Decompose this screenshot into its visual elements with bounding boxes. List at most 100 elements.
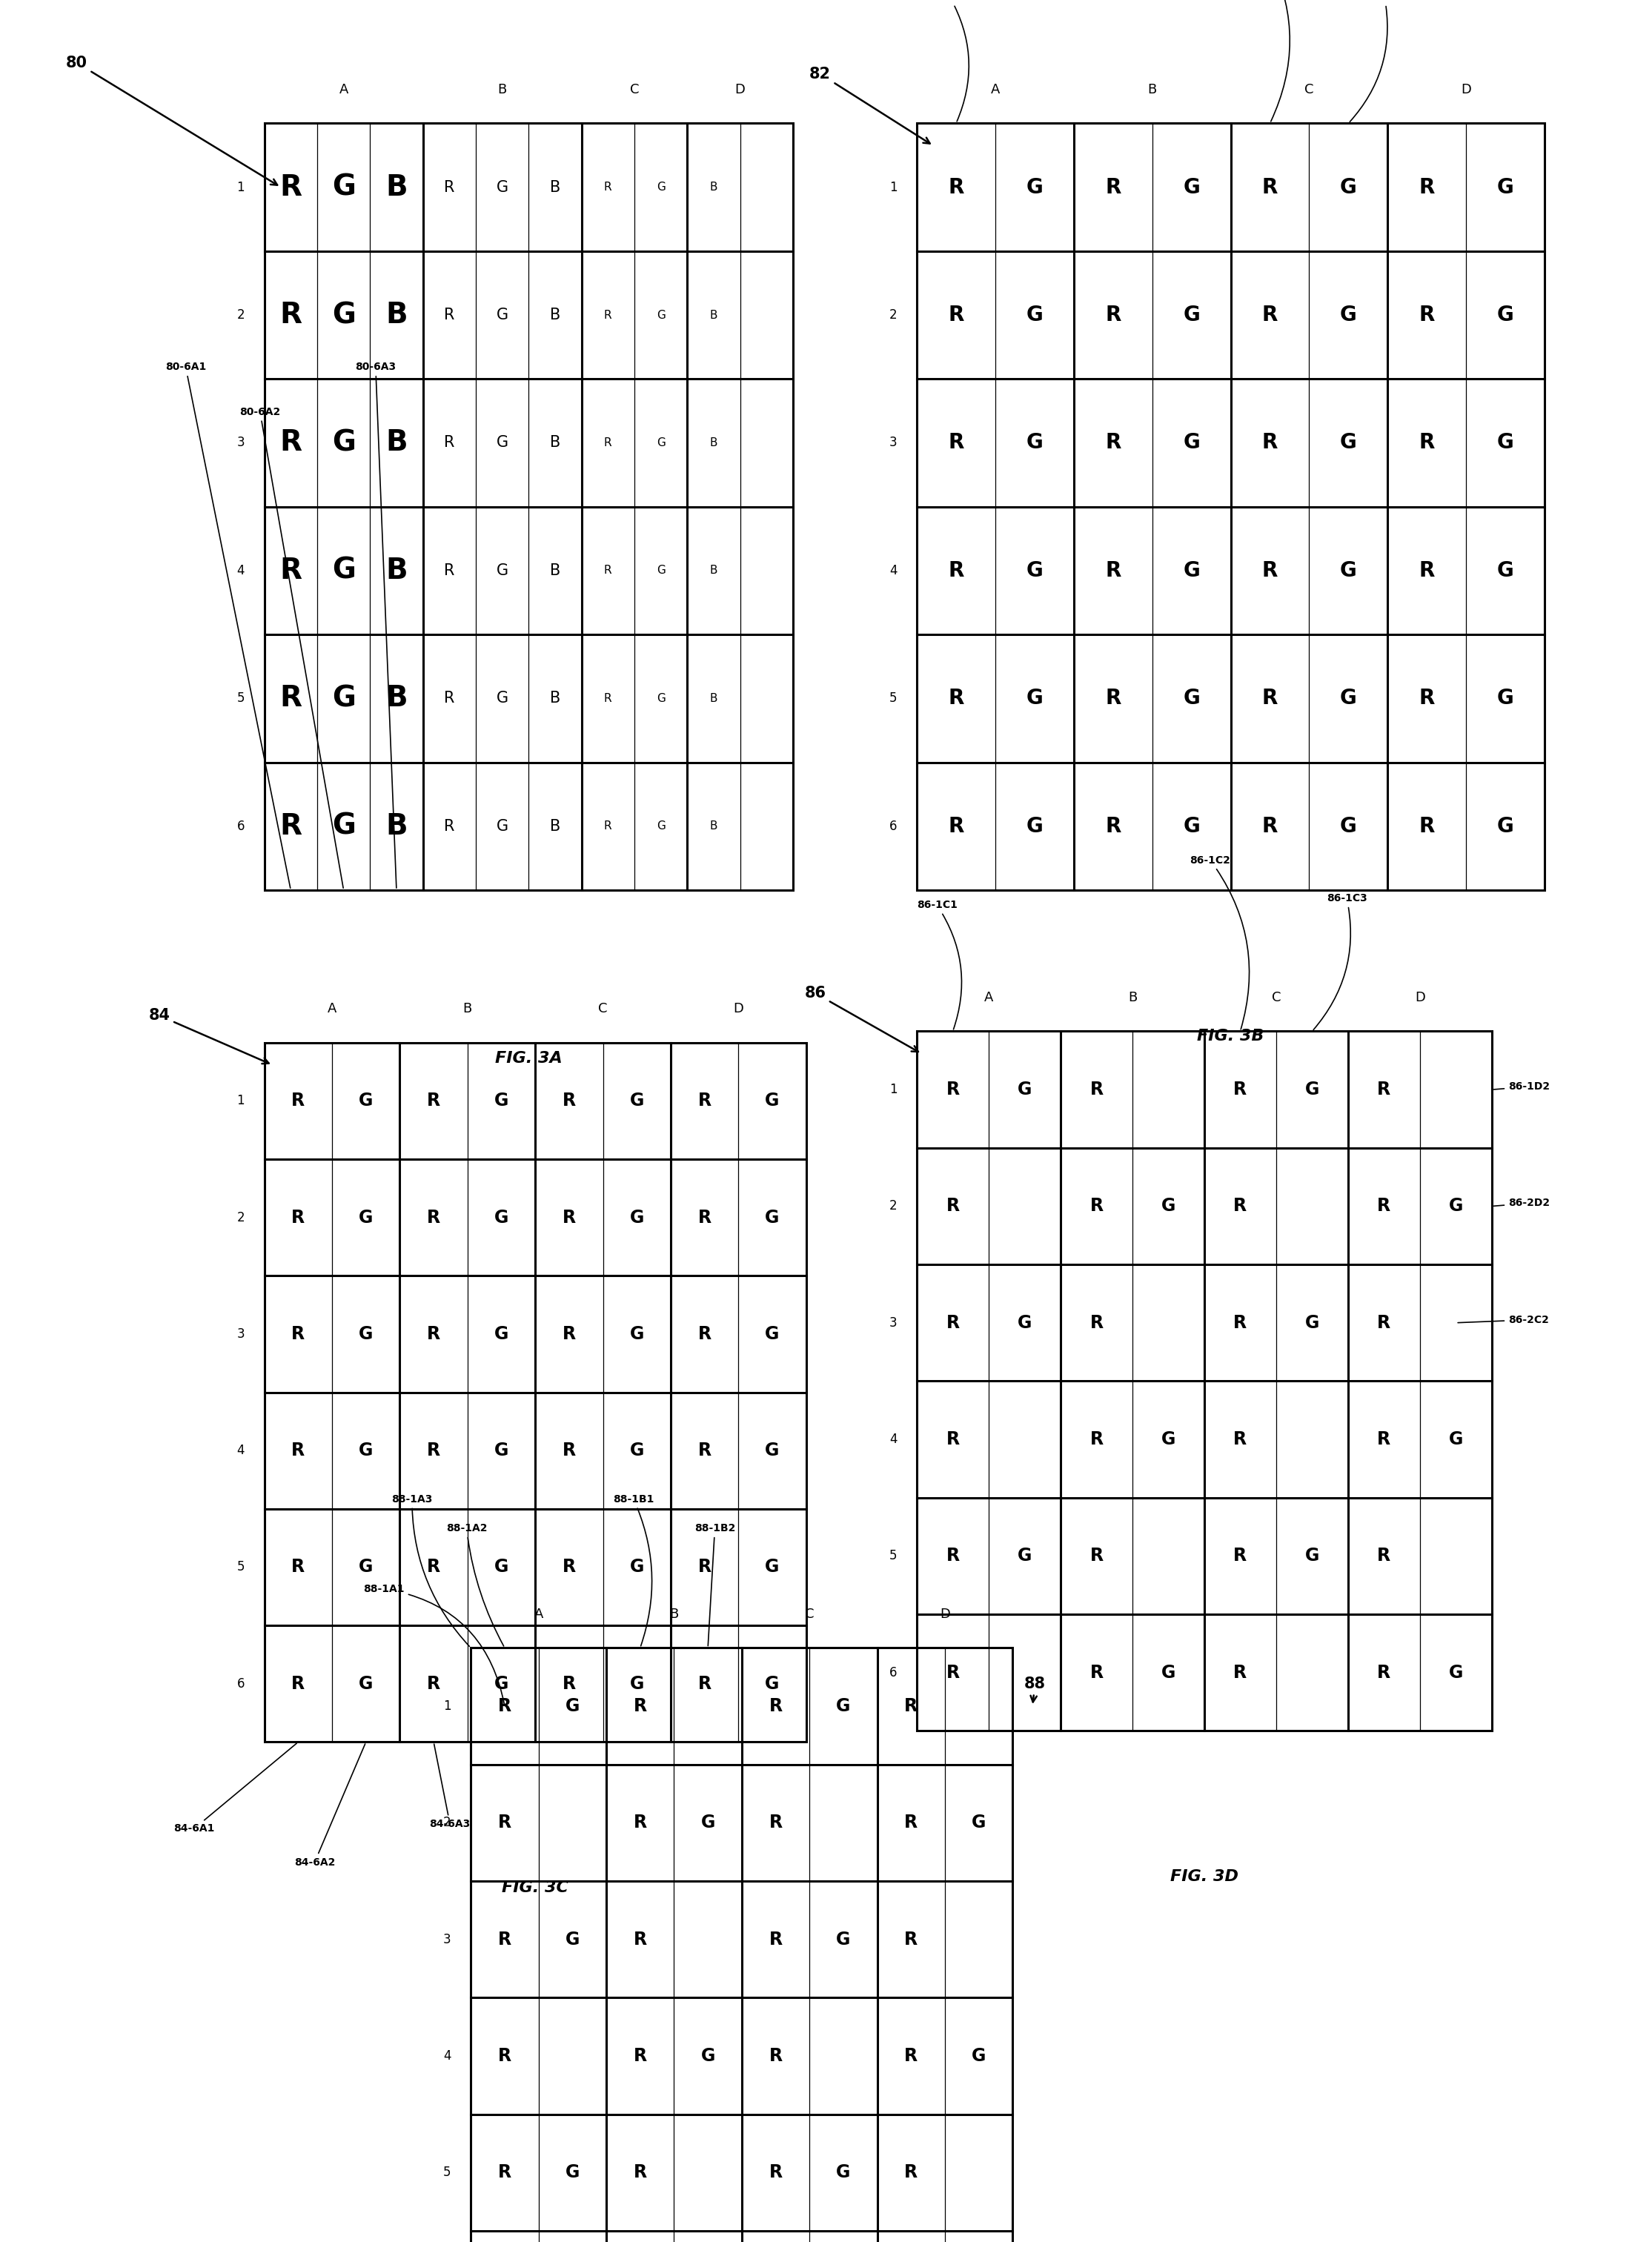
Text: D: D (733, 1002, 743, 1016)
Text: G: G (1497, 560, 1513, 581)
Text: 86-1C2: 86-1C2 (1189, 854, 1249, 1029)
Text: G: G (332, 428, 355, 457)
Text: C: C (805, 1608, 814, 1621)
Text: G: G (565, 1697, 580, 1715)
Text: A: A (534, 1608, 544, 1621)
Text: G: G (358, 1325, 373, 1343)
Text: G: G (656, 565, 666, 576)
Text: 4: 4 (889, 565, 897, 576)
Text: R: R (291, 1092, 306, 1110)
Text: 1: 1 (443, 1699, 451, 1713)
Text: A: A (327, 1002, 337, 1016)
Text: R: R (1262, 305, 1279, 325)
Text: R: R (279, 812, 302, 841)
Text: 86-1C1: 86-1C1 (917, 899, 961, 1029)
Text: G: G (836, 1930, 851, 1948)
Text: G: G (494, 1442, 509, 1460)
Text: R: R (562, 1092, 577, 1110)
Text: G: G (1305, 1547, 1320, 1565)
Text: B: B (385, 812, 408, 841)
Text: B: B (550, 307, 560, 323)
Text: G: G (1018, 1314, 1032, 1332)
Text: B: B (710, 693, 717, 704)
Text: R: R (605, 437, 611, 448)
Text: A: A (991, 83, 999, 96)
Text: R: R (1419, 560, 1436, 581)
Text: G: G (1183, 433, 1199, 453)
Text: 5: 5 (443, 2166, 451, 2179)
Text: B: B (550, 563, 560, 578)
Text: R: R (1234, 1547, 1247, 1565)
Text: C: C (629, 83, 639, 96)
Text: G: G (700, 1814, 715, 1832)
Text: G: G (332, 300, 355, 330)
Text: R: R (444, 563, 454, 578)
Text: R: R (697, 1325, 712, 1343)
Text: G: G (971, 2047, 986, 2065)
Text: R: R (426, 1675, 441, 1693)
Text: B: B (710, 309, 717, 321)
Text: R: R (1378, 1197, 1391, 1215)
Text: G: G (1161, 1197, 1176, 1215)
Text: R: R (768, 1930, 783, 1948)
Text: R: R (605, 565, 611, 576)
Text: 4: 4 (236, 1444, 244, 1457)
Text: G: G (1183, 305, 1199, 325)
Text: B: B (710, 437, 717, 448)
Text: G: G (700, 2047, 715, 2065)
Text: B: B (463, 1002, 472, 1016)
Text: 84-6A1: 84-6A1 (173, 1744, 297, 1834)
Text: B: B (1128, 991, 1137, 1004)
Text: G: G (1340, 433, 1356, 453)
Text: G: G (656, 309, 666, 321)
Bar (917, 1031, 1492, 1731)
Text: B: B (1148, 83, 1156, 96)
Text: G: G (1018, 1081, 1032, 1099)
Text: R: R (947, 1197, 960, 1215)
Text: 88-1B1: 88-1B1 (613, 1493, 654, 1646)
Text: G: G (496, 307, 509, 323)
Text: R: R (562, 1325, 577, 1343)
Text: G: G (765, 1325, 780, 1343)
Text: R: R (605, 821, 611, 832)
Text: R: R (1419, 177, 1436, 197)
Text: G: G (629, 1442, 644, 1460)
Text: B: B (385, 173, 408, 202)
Text: G: G (1026, 177, 1042, 197)
Text: 88-1B2: 88-1B2 (694, 1522, 735, 1646)
Text: R: R (1419, 816, 1436, 836)
Text: 3: 3 (236, 437, 244, 448)
Text: G: G (656, 821, 666, 832)
Text: 4: 4 (889, 1433, 897, 1446)
Text: G: G (1183, 688, 1199, 708)
Text: R: R (1262, 177, 1279, 197)
Text: G: G (1340, 305, 1356, 325)
Text: R: R (633, 1930, 648, 1948)
Text: 86-1D2: 86-1D2 (1493, 1081, 1550, 1092)
Text: 1: 1 (889, 1083, 897, 1096)
Text: R: R (904, 1697, 919, 1715)
Text: G: G (656, 693, 666, 704)
Text: D: D (1460, 83, 1472, 96)
Text: G: G (629, 1675, 644, 1693)
Text: 3: 3 (889, 437, 897, 448)
Text: A: A (339, 83, 349, 96)
Text: G: G (496, 179, 509, 195)
Text: 3: 3 (889, 1316, 897, 1330)
Text: 88-1A3: 88-1A3 (392, 1493, 469, 1646)
Text: R: R (697, 1558, 712, 1576)
Text: R: R (633, 2047, 648, 2065)
Text: R: R (279, 173, 302, 202)
Text: B: B (550, 818, 560, 834)
Text: FIG. 3C: FIG. 3C (502, 1881, 568, 1894)
Text: G: G (765, 1442, 780, 1460)
Text: 86-2C2: 86-2C2 (1457, 1314, 1550, 1325)
Text: G: G (765, 1208, 780, 1226)
Text: 88: 88 (1024, 1677, 1046, 1702)
Text: 2: 2 (443, 1816, 451, 1829)
Text: G: G (836, 2164, 851, 2181)
Text: G: G (1183, 560, 1199, 581)
Text: G: G (332, 556, 355, 585)
Text: A: A (985, 991, 993, 1004)
Text: R: R (948, 688, 965, 708)
